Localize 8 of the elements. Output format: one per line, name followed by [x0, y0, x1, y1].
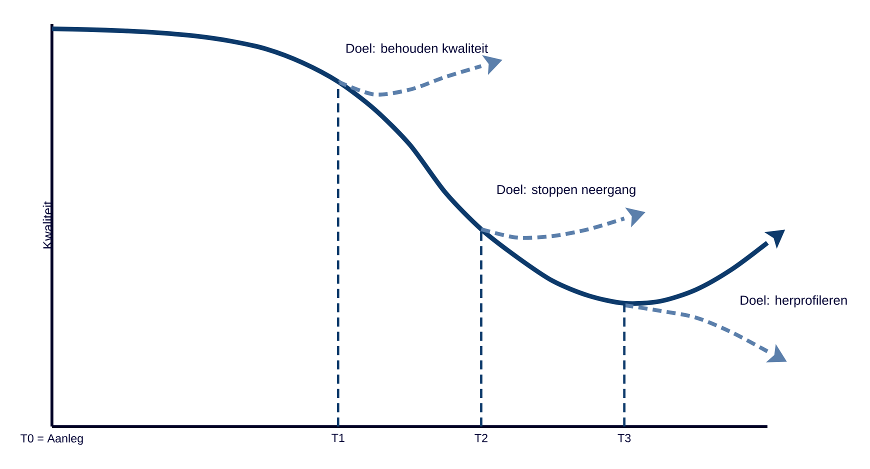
annotation: Doel: herprofileren: [740, 295, 847, 308]
x-tick-label: T3: [618, 434, 631, 442]
x-tick-label: T2: [474, 434, 488, 442]
annotation: Doel: stoppen neergang: [497, 184, 636, 197]
x-tick-label: T0 = Aanleg: [20, 434, 83, 445]
y-axis-title: Kwaliteit: [42, 201, 52, 248]
x-tick-label: T1: [332, 434, 344, 442]
annotation: Doel: behouden kwaliteit: [346, 43, 488, 53]
